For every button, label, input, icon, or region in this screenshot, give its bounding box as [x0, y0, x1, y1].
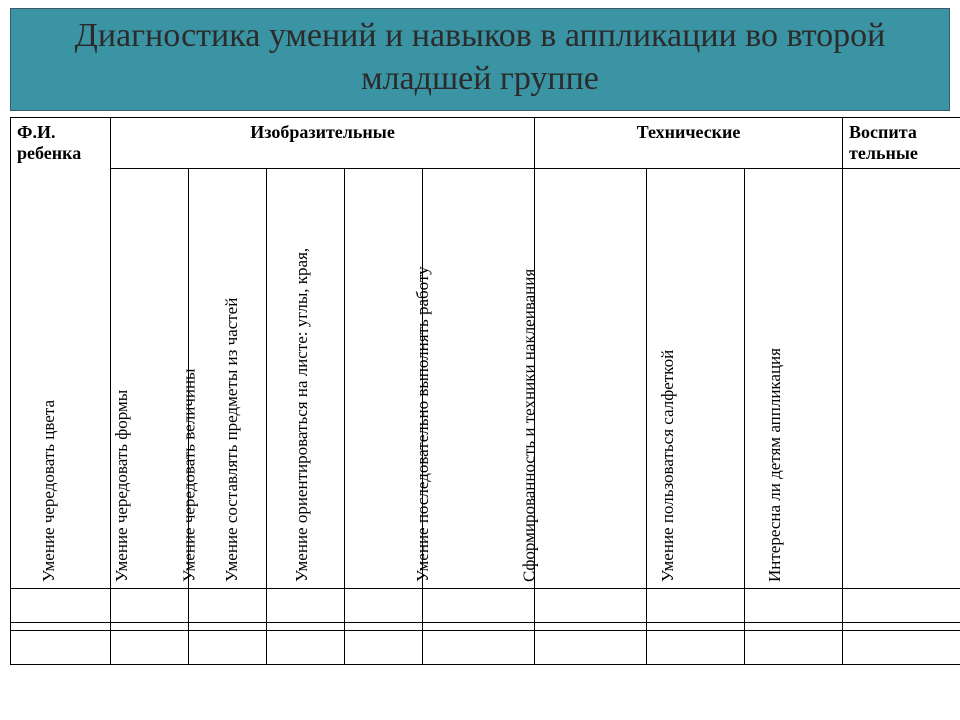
cell — [745, 631, 843, 665]
cell — [647, 631, 745, 665]
col-label: Умение чередовать цвета — [39, 400, 59, 582]
col-label: Умение пользоваться салфеткой — [657, 350, 677, 582]
cell — [267, 623, 345, 631]
cell — [189, 589, 267, 623]
col-label: Умение последовательно выполнять работу — [413, 266, 433, 582]
cell — [423, 589, 535, 623]
page: Диагностика умений и навыков в аппликаци… — [0, 0, 960, 720]
cell — [535, 589, 647, 623]
col-header-8: Интересна ли детям аппликация — [843, 169, 960, 589]
cell — [647, 589, 745, 623]
cell — [535, 631, 647, 665]
header-row-columns: Умение чередовать цвета Умение чередоват… — [11, 169, 960, 589]
group-header-2: Воспита тельные — [843, 118, 960, 169]
cell — [535, 623, 647, 631]
cell — [11, 631, 111, 665]
cell — [111, 631, 189, 665]
cell — [11, 623, 111, 631]
table-row — [11, 631, 960, 665]
cell — [423, 631, 535, 665]
col-label: Умение ориентироваться на листе: углы, к… — [291, 248, 311, 582]
cell — [111, 623, 189, 631]
cell — [267, 631, 345, 665]
table-row — [11, 589, 960, 623]
cell — [11, 589, 111, 623]
cell — [189, 623, 267, 631]
cell — [345, 589, 423, 623]
group-header-1: Технические — [535, 118, 843, 169]
row-header-cell: Ф.И. ребенка — [11, 118, 111, 589]
col-header-7: Умение пользоваться салфеткой — [745, 169, 843, 589]
cell — [647, 623, 745, 631]
cell — [843, 589, 960, 623]
title-banner: Диагностика умений и навыков в аппликаци… — [10, 8, 950, 111]
col-label: Умение составлять предметы из частей — [221, 298, 241, 582]
table-row-thin — [11, 623, 960, 631]
col-label: Умение чередовать формы — [111, 390, 131, 582]
col-header-5: Умение последовательно выполнять работу — [535, 169, 647, 589]
cell — [345, 623, 423, 631]
diagnostic-table: Ф.И. ребенка Изобразительные Технические… — [10, 117, 960, 665]
page-title: Диагностика умений и навыков в аппликаци… — [75, 17, 886, 97]
group-header-0: Изобразительные — [111, 118, 535, 169]
col-label: Интересна ли детям аппликация — [765, 348, 785, 582]
cell — [189, 631, 267, 665]
cell — [745, 589, 843, 623]
col-label: Умение чередовать величины — [179, 369, 199, 582]
cell — [745, 623, 843, 631]
cell — [111, 589, 189, 623]
col-label: Сформированность и техники наклеивания — [519, 269, 539, 582]
col-header-4: Умение ориентироваться на листе: углы, к… — [423, 169, 535, 589]
cell — [843, 623, 960, 631]
header-row-groups: Ф.И. ребенка Изобразительные Технические… — [11, 118, 960, 169]
col-header-3: Умение составлять предметы из частей — [345, 169, 423, 589]
cell — [843, 631, 960, 665]
cell — [345, 631, 423, 665]
cell — [267, 589, 345, 623]
cell — [423, 623, 535, 631]
